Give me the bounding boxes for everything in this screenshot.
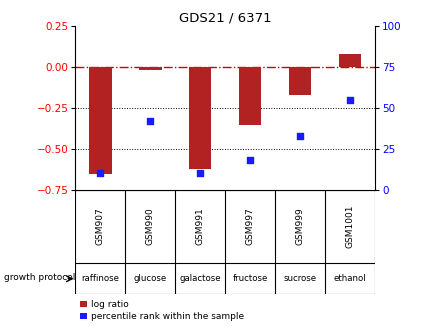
Text: growth protocol: growth protocol [4, 273, 76, 282]
Text: galactose: galactose [179, 274, 221, 283]
Title: GDS21 / 6371: GDS21 / 6371 [178, 12, 271, 25]
Point [296, 133, 303, 138]
Bar [238, 67, 261, 125]
Text: raffinose: raffinose [81, 274, 119, 283]
Bar [89, 67, 111, 174]
Point [246, 158, 253, 163]
Bar [139, 67, 161, 70]
Text: GSM991: GSM991 [195, 208, 204, 245]
Legend: log ratio, percentile rank within the sample: log ratio, percentile rank within the sa… [80, 300, 243, 321]
Text: glucose: glucose [133, 274, 166, 283]
Text: ethanol: ethanol [333, 274, 366, 283]
Text: sucrose: sucrose [283, 274, 316, 283]
Text: GSM999: GSM999 [295, 208, 304, 245]
Text: GSM907: GSM907 [95, 208, 104, 245]
Bar [288, 67, 310, 95]
Text: fructose: fructose [232, 274, 267, 283]
Point [147, 118, 154, 124]
Text: GSM1001: GSM1001 [345, 205, 354, 248]
Point [97, 171, 104, 176]
Bar [338, 54, 360, 67]
Text: GSM997: GSM997 [245, 208, 254, 245]
Text: GSM990: GSM990 [145, 208, 154, 245]
Bar [189, 67, 211, 169]
Point [197, 171, 203, 176]
Point [346, 97, 353, 102]
